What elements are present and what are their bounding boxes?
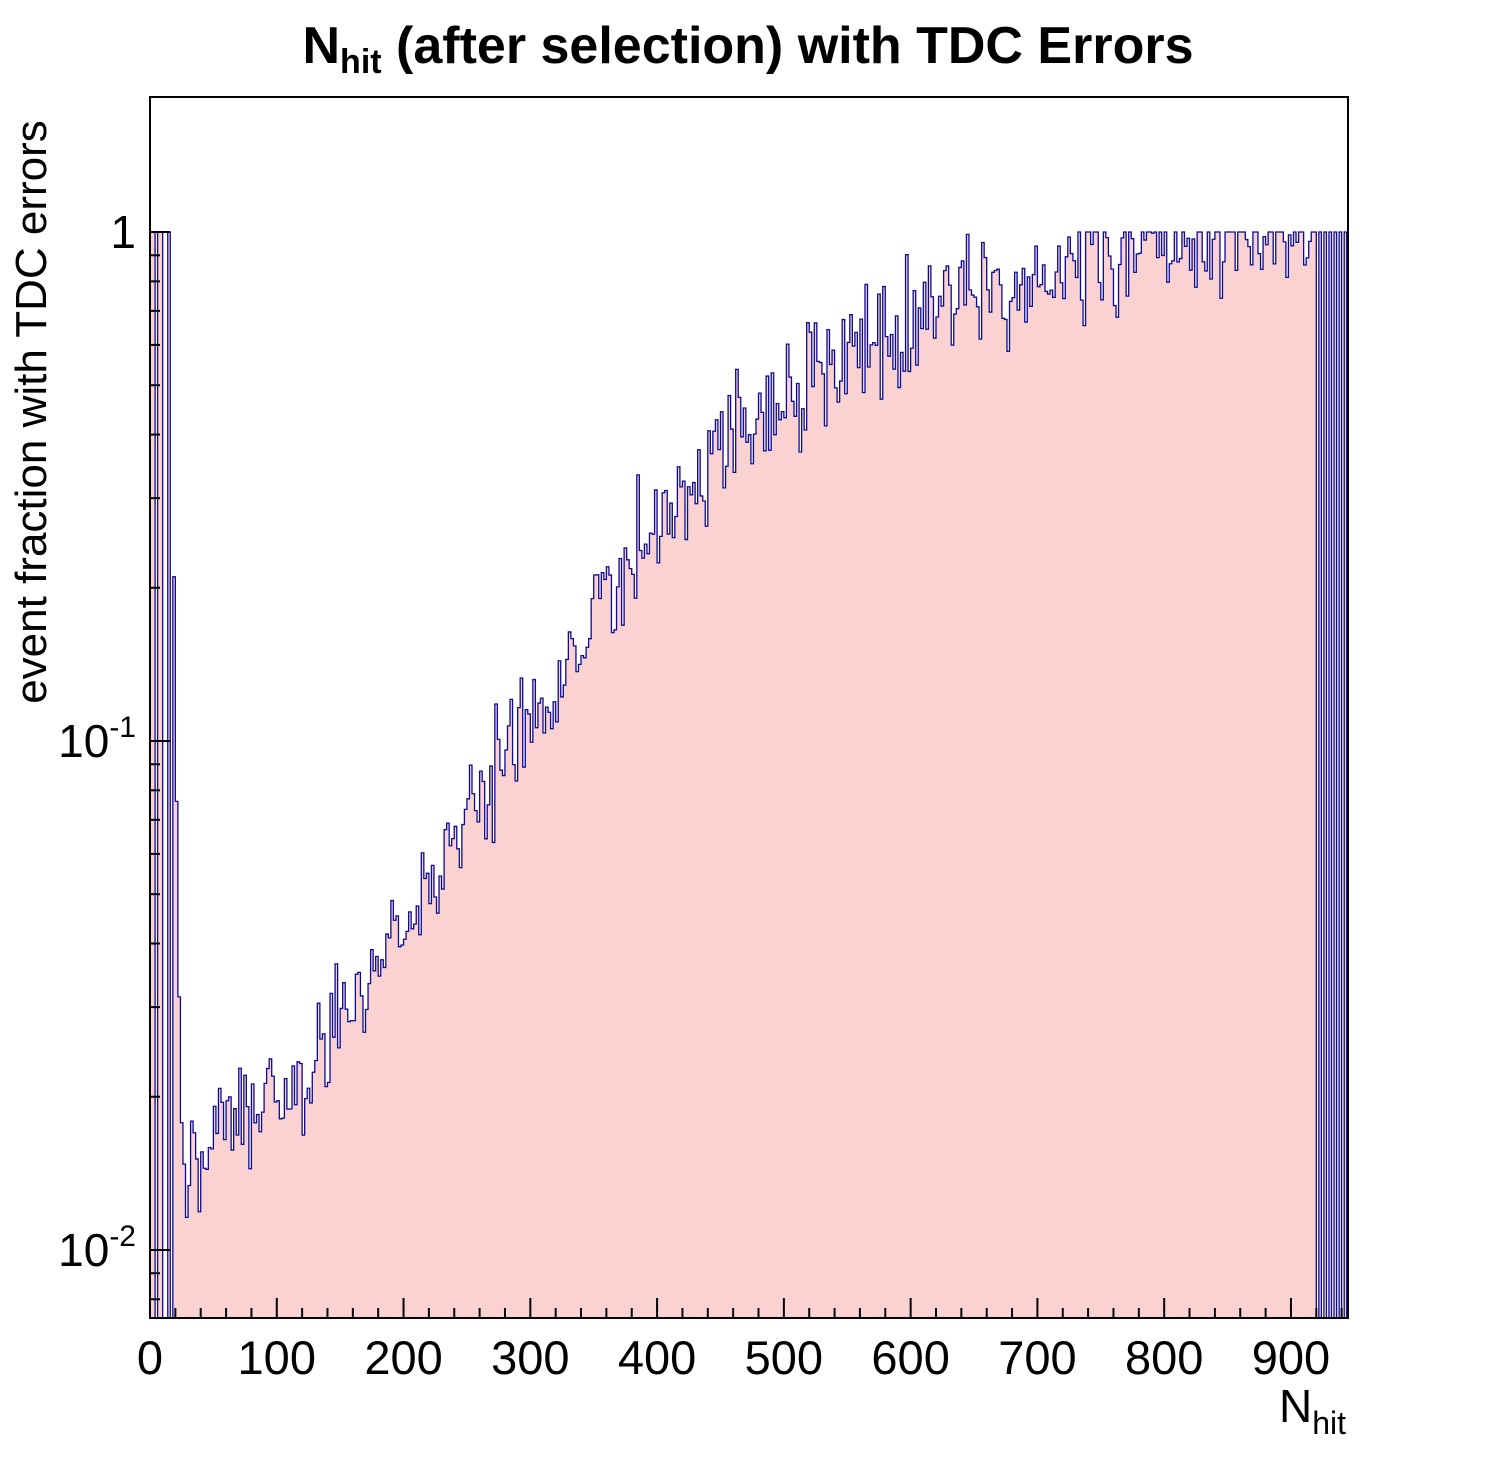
x-tick-label: 200 — [364, 1331, 442, 1384]
chart-title-text: N — [302, 17, 341, 75]
x-axis-title: Nhit — [1279, 1380, 1346, 1441]
x-tick-label: 600 — [871, 1331, 949, 1384]
plot-frame — [149, 96, 1349, 1319]
y-tick-label: 10-1 — [58, 711, 136, 767]
chart-title: Nhit (after selection) with TDC Errors — [0, 16, 1496, 82]
y-tick-label: 10-2 — [58, 1220, 136, 1276]
histogram-layer — [149, 231, 1348, 1319]
histogram-fill — [150, 232, 1348, 1318]
x-tick-label: 700 — [998, 1331, 1076, 1384]
x-tick-label: 300 — [491, 1331, 569, 1384]
chart-title-text: (after selection) with TDC Errors — [381, 17, 1194, 75]
x-tick-label: 900 — [1252, 1331, 1330, 1384]
chart-title-text: hit — [340, 43, 382, 81]
x-tick-label: 800 — [1125, 1331, 1203, 1384]
x-tick-label: 0 — [137, 1331, 163, 1384]
histogram-outline — [149, 231, 1348, 1319]
x-tick-label: 500 — [745, 1331, 823, 1384]
x-axis-title-layer: Nhit — [1279, 1380, 1346, 1441]
x-tick-label: 100 — [238, 1331, 316, 1384]
x-tick-label: 400 — [618, 1331, 696, 1384]
y-tick-label: 1 — [110, 206, 136, 258]
axis-layer: 0 100 200 300 400 500 600 700 800 900 1 10-1 10-2 — [58, 96, 1349, 1384]
y-axis-title: event fraction with TDC errors — [7, 120, 56, 704]
